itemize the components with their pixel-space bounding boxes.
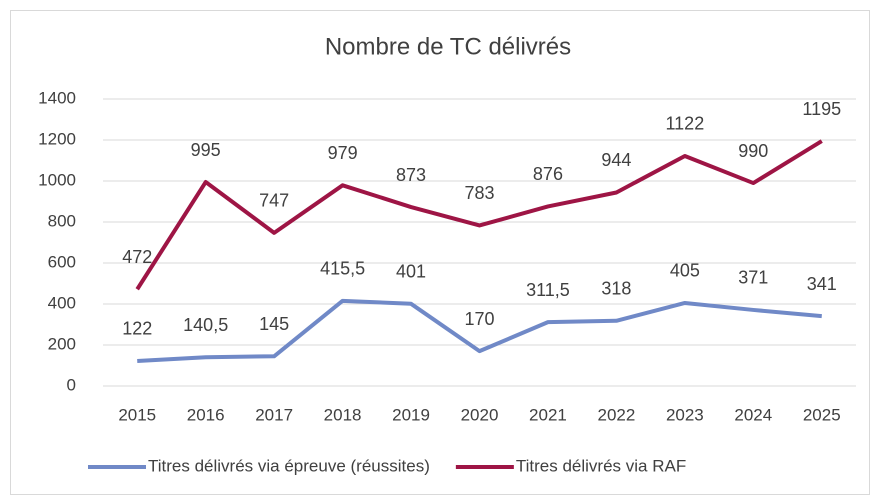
data-label: 415,5 xyxy=(320,259,365,279)
y-tick-label: 800 xyxy=(48,211,76,230)
y-tick-label: 400 xyxy=(48,293,76,312)
data-label: 876 xyxy=(533,164,563,184)
data-label: 873 xyxy=(396,165,426,185)
y-tick-label: 1400 xyxy=(38,88,76,107)
data-label: 401 xyxy=(396,262,426,282)
legend-label: Titres délivrés via épreuve (réussites) xyxy=(148,456,430,475)
series-line xyxy=(135,139,823,291)
x-tick-label: 2016 xyxy=(187,405,225,424)
data-label: 318 xyxy=(601,279,631,299)
chart-title: Nombre de TC délivrés xyxy=(325,33,571,60)
x-tick-label: 2025 xyxy=(803,405,841,424)
x-tick-label: 2022 xyxy=(597,405,635,424)
data-label: 371 xyxy=(738,268,768,288)
data-label: 747 xyxy=(259,191,289,211)
data-label: 1195 xyxy=(802,99,841,119)
chart-border xyxy=(10,10,870,495)
data-label: 311,5 xyxy=(526,280,570,300)
y-tick-label: 1000 xyxy=(38,170,76,189)
x-tick-label: 2018 xyxy=(324,405,362,424)
x-tick-label: 2023 xyxy=(666,405,704,424)
data-label: 405 xyxy=(670,261,700,281)
data-label: 341 xyxy=(807,274,837,294)
data-label: 140,5 xyxy=(183,315,228,335)
data-label: 990 xyxy=(738,141,768,161)
data-label: 783 xyxy=(464,183,494,203)
data-label: 995 xyxy=(191,140,221,160)
data-label: 170 xyxy=(464,309,494,329)
data-label: 472 xyxy=(122,247,152,267)
x-tick-label: 2017 xyxy=(255,405,293,424)
x-tick-label: 2015 xyxy=(118,405,156,424)
x-tick-label: 2019 xyxy=(392,405,430,424)
data-label: 979 xyxy=(328,143,358,163)
x-tick-label: 2020 xyxy=(461,405,499,424)
data-label: 122 xyxy=(122,319,152,339)
y-tick-label: 0 xyxy=(67,375,76,394)
data-label: 145 xyxy=(259,314,289,334)
y-tick-label: 600 xyxy=(48,252,76,271)
y-tick-label: 1200 xyxy=(38,129,76,148)
x-tick-label: 2024 xyxy=(734,405,772,424)
x-tick-label: 2021 xyxy=(529,405,567,424)
series-line xyxy=(137,298,822,363)
data-label: 944 xyxy=(601,150,631,170)
data-label: 1122 xyxy=(666,114,705,134)
legend-label: Titres délivrés via RAF xyxy=(516,456,686,475)
y-tick-label: 200 xyxy=(48,334,76,353)
